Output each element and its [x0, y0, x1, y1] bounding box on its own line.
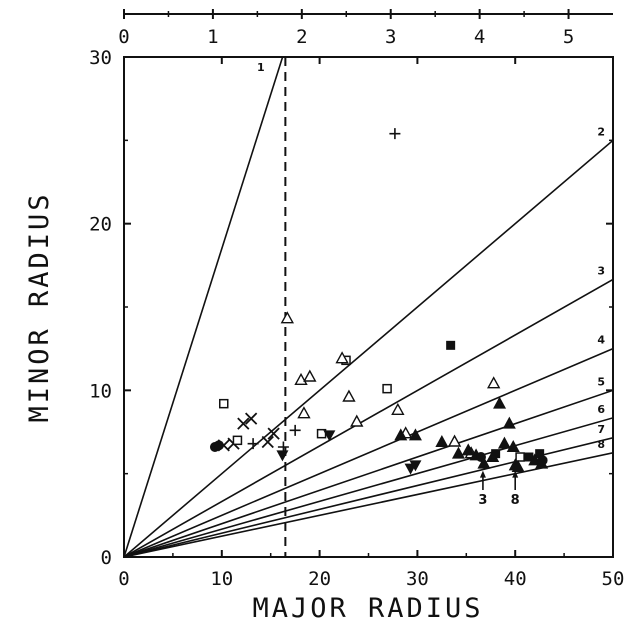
annotation-arrow-head	[479, 470, 486, 478]
aspect-line-label: 4	[597, 334, 605, 347]
filled-square-marker	[524, 452, 534, 462]
x-tick-label: 20	[308, 568, 331, 590]
aspect-line	[124, 347, 613, 557]
filled-triangle-marker	[502, 416, 516, 429]
open-square-marker	[232, 435, 243, 446]
axis-ticks: 0 10 20 30 40 50 0 10 20 30 0 1 2 3 4 5	[89, 9, 624, 590]
filled-circle-marker	[213, 440, 224, 451]
filled-triangle-marker	[408, 428, 422, 441]
plus-marker	[389, 128, 401, 140]
data-points	[209, 128, 549, 475]
filled-square-marker	[535, 449, 545, 459]
filled-triangle-marker	[451, 446, 465, 459]
open-triangle-marker	[350, 414, 364, 427]
open-square-marker	[382, 383, 392, 394]
filled-triangle-marker	[435, 435, 449, 447]
cross-marker	[237, 417, 250, 430]
open-triangle-marker	[294, 372, 308, 386]
aspect-line	[124, 139, 613, 557]
aspect-line-label: 8	[597, 438, 605, 451]
open-triangle-marker	[342, 389, 356, 402]
aspect-line-label: 1	[257, 61, 265, 74]
filled-triangle-marker	[506, 440, 520, 452]
y-tick-label: 10	[89, 380, 112, 402]
cross-marker	[267, 427, 280, 440]
aspect-lines	[124, 57, 613, 557]
filled-square-marker	[491, 449, 501, 459]
filled-inverted-triangle-marker	[323, 430, 336, 442]
aspect-line	[124, 417, 613, 557]
y-axis-title: MINOR RADIUS	[24, 191, 55, 422]
cross-marker	[245, 412, 258, 425]
filled-triangle-marker	[497, 436, 511, 449]
aspect-line	[124, 57, 284, 557]
filled-inverted-triangle-marker	[409, 460, 422, 472]
x-tick-label: 0	[118, 568, 129, 590]
filled-circle-marker	[537, 455, 548, 466]
top-axis-tick-label: 4	[474, 26, 485, 48]
filled-square-marker	[446, 340, 456, 350]
top-axis-tick-label: 0	[118, 26, 129, 48]
aspect-line-label: 3	[597, 265, 605, 278]
filled-triangle-marker	[394, 428, 408, 441]
annotation-label: 8	[511, 493, 520, 508]
x-axis-title: MAJOR RADIUS	[252, 593, 483, 624]
filled-triangle-marker	[511, 460, 525, 472]
aspect-line	[124, 278, 613, 557]
open-triangle-marker	[335, 351, 349, 364]
y-tick-label: 20	[89, 214, 112, 236]
x-tick-label: 10	[210, 568, 233, 590]
y-tick-label: 0	[101, 547, 112, 569]
x-tick-label: 40	[504, 568, 527, 590]
annotation-label: 3	[478, 493, 487, 508]
filled-triangle-marker	[461, 443, 475, 456]
filled-circle-marker	[475, 452, 486, 462]
top-axis-tick-label: 1	[207, 26, 218, 48]
x-tick-label: 30	[406, 568, 429, 590]
aspect-line-label: 7	[597, 423, 605, 436]
aspect-line	[124, 389, 613, 557]
filled-inverted-triangle-marker	[276, 450, 289, 462]
filled-triangle-marker	[477, 456, 491, 469]
plus-marker	[289, 424, 301, 436]
aspect-line-label: 5	[597, 375, 605, 388]
open-triangle-marker	[487, 376, 501, 389]
open-square-marker	[219, 398, 229, 409]
open-triangle-marker	[297, 406, 311, 419]
aspect-line	[124, 452, 613, 557]
top-axis-tick-label: 5	[563, 26, 574, 48]
aspect-line-labels: 1 2 3 4 5 6 7 8	[257, 61, 605, 451]
plus-marker	[247, 438, 259, 450]
filled-triangle-marker	[493, 396, 507, 409]
open-square-marker	[515, 452, 525, 462]
open-triangle-marker	[391, 402, 405, 416]
cross-marker	[261, 435, 274, 449]
aspect-line-label: 6	[597, 403, 605, 416]
x-tick-label: 50	[602, 568, 625, 590]
aspect-line-label: 2	[597, 125, 605, 138]
annotation-arrow-head	[512, 470, 519, 478]
y-tick-label: 30	[89, 47, 112, 69]
open-triangle-marker	[447, 434, 462, 447]
top-axis-tick-label: 3	[385, 26, 396, 48]
open-triangle-marker	[280, 311, 295, 324]
open-triangle-marker	[303, 369, 317, 382]
top-axis-tick-label: 2	[296, 26, 307, 48]
